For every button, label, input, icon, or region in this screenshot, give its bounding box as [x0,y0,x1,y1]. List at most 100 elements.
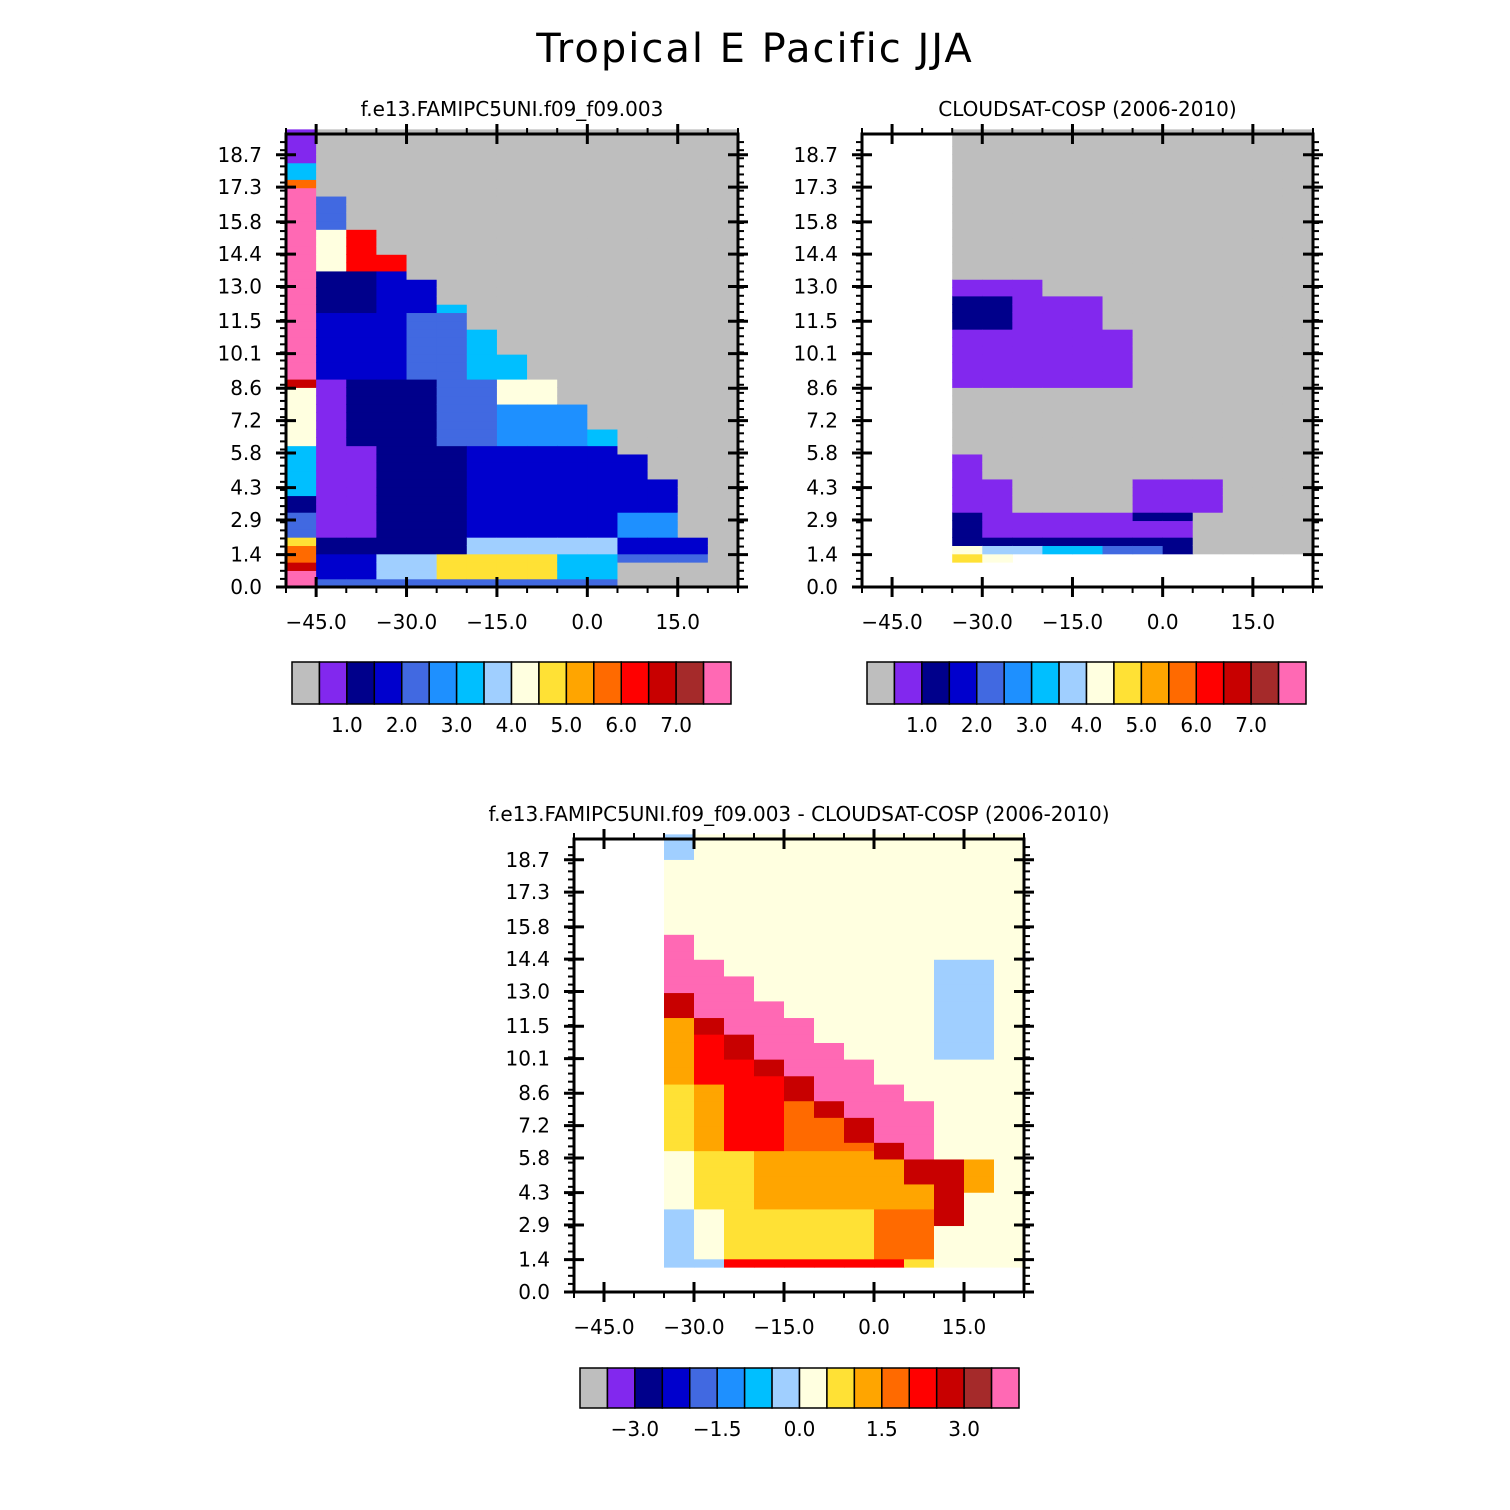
model-cell [647,262,679,272]
diff-xtick-label: −15.0 [753,1315,814,1339]
diff-cell [874,1108,905,1118]
model-cell [587,329,619,338]
obs-cell [1102,337,1134,347]
obs-cell [1162,179,1194,189]
diff-cell [694,1117,725,1127]
obs-cell [982,262,1013,272]
diff-cell [934,1175,965,1185]
diff-cell [784,1034,815,1043]
model-cell [677,212,709,222]
obs-cell [1222,545,1254,555]
diff-cell [724,892,755,902]
diff-cell [874,892,905,902]
diff-cell [844,1125,875,1135]
model-cell [376,487,408,497]
obs-cell [982,162,1013,172]
model-cell [587,146,619,155]
diff-cell [904,892,935,902]
model-cell [527,462,558,472]
model-cell [406,520,438,530]
obs-cell [1072,237,1104,247]
obs-cell [1072,245,1104,255]
model-cell [647,362,679,372]
diff-cell [934,992,965,1002]
diff-cell [964,875,995,885]
model-colorbar-box [428,661,458,705]
obs-cell [1102,395,1134,405]
diff-cell [784,1108,815,1118]
diff-colorbar-box [798,1367,828,1409]
diff-cell [874,1034,905,1043]
diff-cell [664,892,695,902]
model-colorbar-label: 1.0 [331,713,363,737]
model-cell [617,154,649,164]
model-cell [677,553,709,563]
model-cell [346,304,377,314]
model-cell [587,537,619,546]
model-cell [466,137,498,147]
obs-cell [1132,254,1164,264]
model-cell [406,320,438,330]
diff-title: f.e13.FAMIPC5UNI.f09_f09.003 - CLOUDSAT-… [488,802,1109,826]
diff-cell [664,1092,695,1102]
diff-cell [814,1050,845,1060]
model-cell [677,154,709,164]
model-cell [496,295,528,305]
obs-cell [1072,378,1104,388]
diff-cell [874,1042,905,1052]
obs-cell [1162,237,1194,247]
obs-cell [1012,162,1043,172]
model-cell [346,470,377,480]
model-cell [436,170,468,180]
model-cell [677,187,709,197]
obs-cell [1222,470,1254,480]
model-cell [557,387,588,397]
model-cell [707,179,739,189]
diff-xtick-label: −30.0 [663,1315,724,1339]
model-cell [617,537,649,546]
model-cell [346,378,377,388]
obs-cell [1132,295,1164,305]
obs-cell [1042,137,1074,147]
model-cell [527,387,558,397]
model-cell [436,295,468,305]
model-cell [587,354,619,363]
obs-cell [1252,362,1284,372]
diff-cell [694,1233,725,1243]
obs-cell [1162,370,1194,380]
obs-cell [1102,270,1134,280]
diff-cell [844,925,875,935]
diff-cell [964,1150,995,1160]
model-ytick-label: 1.4 [230,543,262,567]
model-cell [376,420,408,430]
model-cell [496,262,528,272]
diff-cell [814,1233,845,1243]
obs-cell [1192,237,1224,247]
model-colorbar-box [373,661,403,705]
obs-cell [1162,428,1194,438]
obs-cell [1102,137,1134,147]
obs-cell [1222,354,1254,363]
obs-cell [1072,403,1104,413]
model-cell [376,478,408,488]
model-cell [617,162,649,172]
diff-cell [934,1242,965,1251]
obs-cell [1012,453,1043,463]
model-colorbar-label: 2.0 [386,713,418,737]
obs-cell [1012,154,1043,164]
model-cell [436,137,468,147]
diff-colorbar-box [771,1367,801,1409]
diff-cell [724,1233,755,1243]
model-cell [376,570,408,580]
obs-cell [1282,545,1314,555]
model-cell [316,295,347,305]
obs-cell [952,304,983,314]
diff-ytick-label: 2.9 [518,1213,550,1237]
diff-cell [994,959,1025,969]
obs-cell [1072,220,1104,230]
obs-cell [1252,378,1284,388]
model-cell [527,437,558,447]
model-cell [557,462,588,472]
obs-cell [1132,437,1164,447]
diff-cell [904,984,935,994]
